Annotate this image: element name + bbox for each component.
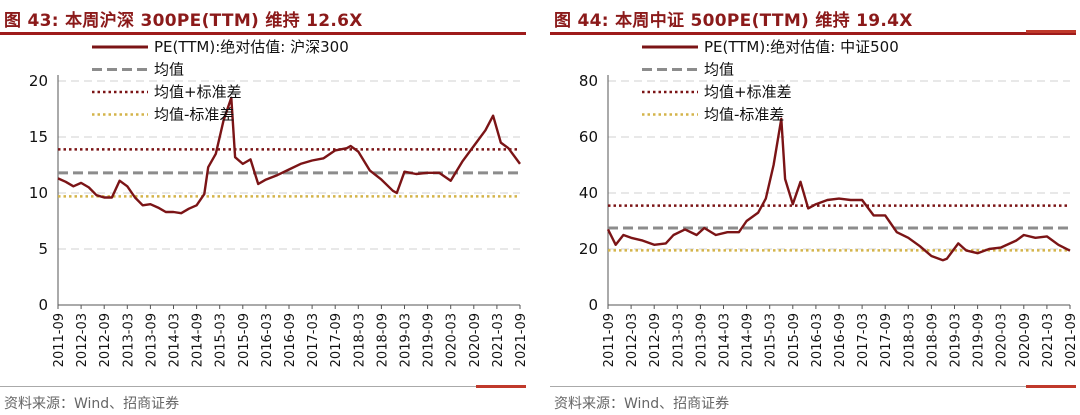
x-tick-label: 2020-03: [995, 313, 1010, 367]
bottom-rule-accent: [476, 385, 526, 388]
legend-label: PE(TTM):绝对估值: 沪深300: [154, 38, 349, 56]
legend-label: 均值+标准差: [704, 83, 792, 101]
y-tick-label: 5: [38, 240, 48, 258]
x-tick-label: 2020-09: [468, 313, 483, 367]
x-tick-label: 2013-03: [121, 313, 136, 367]
y-tick-label: 80: [579, 72, 598, 90]
x-tick-label: 2012-03: [625, 313, 640, 367]
legend-label: 均值-标准差: [704, 106, 784, 124]
title-rule: [0, 32, 526, 35]
bottom-rule: [550, 386, 1076, 387]
y-tick-label: 60: [579, 128, 598, 146]
chart-csi500-pe: 0 20 40 60 80 2011-09 2012-03 2012-09 2013-03 201…: [579, 38, 1079, 367]
x-tick-label: 2020-03: [445, 313, 460, 367]
x-tick-label: 2021-03: [1041, 313, 1056, 367]
y-tick-label: 0: [588, 296, 598, 314]
bottom-rule-accent: [1026, 385, 1076, 388]
x-tick-label: 2017-09: [879, 313, 894, 367]
chart-title: 图 43: 本周沪深 300PE(TTM) 维持 12.6X: [4, 11, 363, 31]
x-tick-label: 2019-03: [399, 313, 414, 367]
chart-panel-hs300: 图 43: 本周沪深 300PE(TTM) 维持 12.6X 0 5 10 15 20 2…: [0, 0, 530, 415]
x-tick-label: 2018-03: [902, 313, 917, 367]
x-tick-label: 2018-09: [375, 313, 390, 367]
y-tick-label: 20: [579, 240, 598, 258]
source-note: 资料来源：Wind、招商证券: [4, 396, 180, 412]
x-tick-label: 2013-09: [144, 313, 159, 367]
x-tick-label: 2014-09: [741, 313, 756, 367]
x-tick-label: 2017-03: [306, 313, 321, 367]
x-tick-label: 2013-09: [694, 313, 709, 367]
x-tick-label: 2021-09: [1064, 313, 1079, 367]
chart-title: 图 44: 本周中证 500PE(TTM) 维持 19.4X: [554, 11, 913, 31]
x-tick-label: 2011-09: [52, 313, 67, 367]
title-rule-accent: [1026, 30, 1076, 33]
x-tick-label: 2012-09: [648, 313, 663, 367]
y-tick-label: 40: [579, 184, 598, 202]
bottom-rule: [0, 386, 526, 387]
y-tick-label: 10: [29, 184, 48, 202]
x-tick-label: 2019-03: [949, 313, 964, 367]
pe-series-line: [606, 117, 1071, 262]
x-tick-label: 2019-09: [972, 313, 987, 367]
x-tick-label: 2018-03: [352, 313, 367, 367]
y-tick-label: 20: [29, 72, 48, 90]
x-tick-label: 2015-09: [237, 313, 252, 367]
x-tick-label: 2017-09: [329, 313, 344, 367]
pe-series-line: [57, 96, 521, 215]
x-tick-label: 2018-09: [925, 313, 940, 367]
x-tick-label: 2016-03: [260, 313, 275, 367]
x-tick-label: 2013-03: [671, 313, 686, 367]
x-tick-label: 2015-09: [787, 313, 802, 367]
title-rule: [550, 32, 1076, 35]
x-tick-label: 2014-03: [168, 313, 183, 367]
x-tick-label: 2015-03: [214, 313, 229, 367]
x-tick-label: 2020-09: [1018, 313, 1033, 367]
x-tick-label: 2021-03: [491, 313, 506, 367]
y-tick-label: 15: [29, 128, 48, 146]
legend-label: 均值: [704, 61, 734, 79]
x-tick-label: 2012-03: [75, 313, 90, 367]
x-tick-label: 2014-03: [718, 313, 733, 367]
legend-label: 均值+标准差: [154, 83, 242, 101]
x-tick-label: 2016-09: [833, 313, 848, 367]
x-tick-label: 2016-03: [810, 313, 825, 367]
chart-panel-csi500: 图 44: 本周中证 500PE(TTM) 维持 19.4X 0 20 40 60 80…: [550, 0, 1080, 415]
chart-hs300-pe: 0 5 10 15 20 2011-09 2012-03 2012-09 2013-03 2013…: [29, 38, 529, 367]
legend-label: 均值: [154, 61, 184, 79]
x-tick-label: 2017-03: [856, 313, 871, 367]
x-tick-label: 2016-09: [283, 313, 298, 367]
x-tick-label: 2011-09: [602, 313, 617, 367]
legend-label: 均值-标准差: [154, 106, 234, 124]
y-tick-label: 0: [38, 296, 48, 314]
x-tick-label: 2014-09: [191, 313, 206, 367]
x-tick-label: 2012-09: [98, 313, 113, 367]
source-note: 资料来源：Wind、招商证券: [554, 396, 730, 412]
x-tick-label: 2019-09: [422, 313, 437, 367]
legend-label: PE(TTM):绝对估值: 中证500: [704, 38, 899, 56]
x-tick-label: 2021-09: [514, 313, 529, 367]
x-tick-label: 2015-03: [764, 313, 779, 367]
